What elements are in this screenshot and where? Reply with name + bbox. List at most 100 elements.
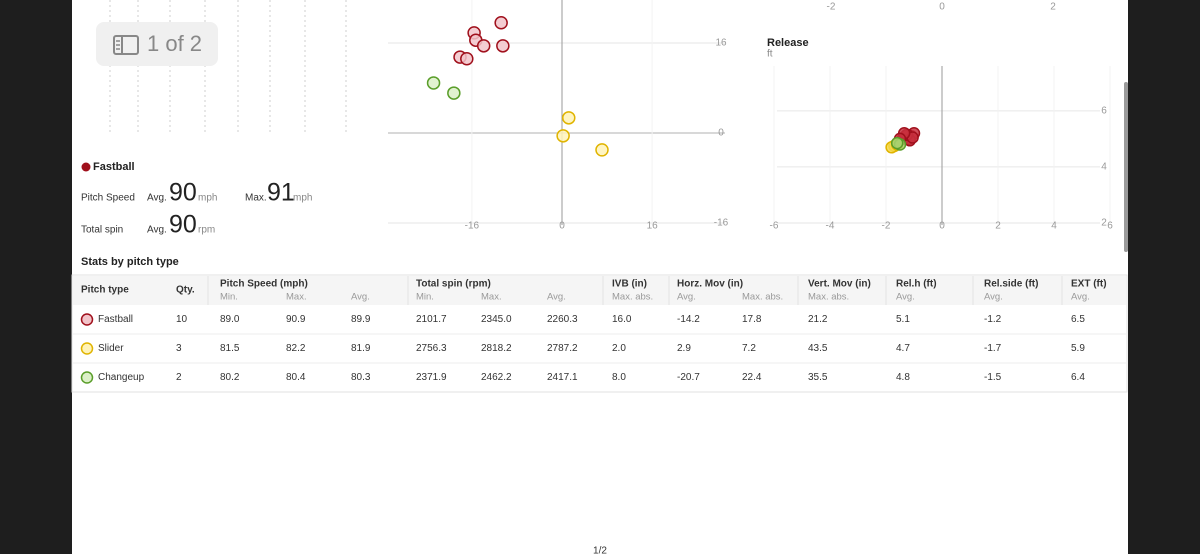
column-subheader: Avg.: [896, 292, 915, 303]
table-cell: 89.9: [351, 314, 371, 325]
pager-text: 1 of 2: [147, 31, 202, 56]
table-cell: 80.4: [286, 372, 306, 383]
table-cell: 8.0: [612, 372, 626, 383]
y-tick-label: 2: [1101, 218, 1107, 229]
column-subheader: Avg.: [1071, 292, 1090, 303]
table-cell: 43.5: [808, 343, 828, 354]
table-cell: 17.8: [742, 314, 762, 325]
max-label: Max.: [245, 193, 267, 204]
table-cell: -20.7: [677, 372, 700, 383]
y-tick-label: 0: [718, 128, 724, 139]
scrollbar[interactable]: [1124, 82, 1128, 252]
column-subheader: Avg.: [984, 292, 1003, 303]
table-cell: 2818.2: [481, 343, 512, 354]
table-cell: 81.9: [351, 343, 371, 354]
table-cell: 5.1: [896, 314, 910, 325]
column-header: Pitch Speed (mph): [220, 279, 308, 290]
avg-label: Avg.: [147, 193, 167, 204]
x-tick-label: 0: [939, 2, 945, 13]
row-marker: [80, 371, 94, 384]
point: [496, 39, 510, 53]
x-tick-label: 2: [1050, 2, 1056, 13]
table-cell: -1.7: [984, 343, 1002, 354]
point: [890, 136, 904, 150]
table-cell: Slider: [98, 343, 124, 354]
point: [494, 16, 508, 30]
pager[interactable]: 1 of 2: [96, 22, 218, 66]
x-tick-label: 0: [939, 221, 945, 232]
row-marker: [80, 342, 94, 355]
column-header: Horz. Mov (in): [677, 279, 743, 290]
table-cell: 2345.0: [481, 314, 512, 325]
table-cell: 3: [176, 343, 182, 354]
column-subheader: Min.: [220, 292, 238, 303]
table-cell: 89.0: [220, 314, 240, 325]
row-marker: [80, 313, 94, 326]
table-cell: 80.2: [220, 372, 240, 383]
avg-value: 90: [169, 211, 197, 239]
column-header: Vert. Mov (in): [808, 279, 871, 290]
table-title: Stats by pitch type: [81, 256, 179, 268]
table-cell: 2417.1: [547, 372, 578, 383]
summary: Fastball Pitch Speed Avg. 90 mph Max. 91…: [81, 161, 312, 239]
table-cell: 2462.2: [481, 372, 512, 383]
point: [595, 143, 609, 157]
table-cell: 6.4: [1071, 372, 1085, 383]
table-cell: 2101.7: [416, 314, 447, 325]
table-cell: 2.9: [677, 343, 691, 354]
page-number: 1/2: [593, 546, 607, 554]
x-tick-label: -16: [465, 221, 480, 232]
legend-dot: [81, 162, 91, 172]
point: [562, 111, 576, 125]
table-cell: 2: [176, 372, 182, 383]
point: [476, 39, 491, 53]
table-cell: 16.0: [612, 314, 632, 325]
table-cell: 4.7: [896, 343, 910, 354]
column-subheader: Avg.: [547, 292, 566, 303]
column-subheader: Avg.: [351, 292, 370, 303]
table-cell: -1.2: [984, 314, 1002, 325]
avg-value: 90: [169, 179, 197, 207]
x-tick-label: 16: [647, 221, 659, 232]
table-cell: 10: [176, 314, 188, 325]
column-subheader: Max. abs.: [808, 292, 849, 303]
x-tick-label: 2: [995, 221, 1001, 232]
table-header-bg: [73, 276, 1126, 305]
table-cell: 81.5: [220, 343, 240, 354]
scatter-chart: 2 4 6 -6 -4 -2 0 2 4 6: [770, 66, 1113, 232]
table-cell: 2756.3: [416, 343, 447, 354]
table-cell: 80.3: [351, 372, 371, 383]
column-subheader: Min.: [416, 292, 434, 303]
table-cell: -14.2: [677, 314, 700, 325]
avg-unit: mph: [198, 193, 217, 204]
x-tick-label: -2: [882, 221, 891, 232]
x-tick-label: -4: [826, 221, 835, 232]
table-cell: 35.5: [808, 372, 828, 383]
table-cell: 2260.3: [547, 314, 578, 325]
table-cell: 5.9: [1071, 343, 1085, 354]
table-cell: Changeup: [98, 372, 145, 383]
table-cell: 2371.9: [416, 372, 447, 383]
table-cell: 7.2: [742, 343, 756, 354]
table-cell: Fastball: [98, 314, 133, 325]
x-tick-label: -6: [770, 221, 779, 232]
x-tick-label: 6: [1107, 221, 1113, 232]
x-tick-label: -2: [827, 2, 836, 13]
column-header: Rel.side (ft): [984, 279, 1038, 290]
point: [447, 86, 461, 100]
release-title: Release: [767, 37, 809, 49]
column-header: IVB (in): [612, 279, 647, 290]
point: [460, 52, 474, 66]
column-subheader: Max.: [481, 292, 502, 303]
column-subheader: Max.: [286, 292, 307, 303]
avg-unit: rpm: [198, 225, 215, 236]
table-cell: 2.0: [612, 343, 626, 354]
y-tick-label: 6: [1101, 105, 1107, 116]
table-cell: 2787.2: [547, 343, 578, 354]
metric-label: Total spin: [81, 225, 123, 236]
max-value: 91: [267, 179, 295, 207]
column-header: EXT (ft): [1071, 279, 1107, 290]
column-header: Pitch type: [81, 285, 129, 296]
column-header: Total spin (rpm): [416, 279, 491, 290]
